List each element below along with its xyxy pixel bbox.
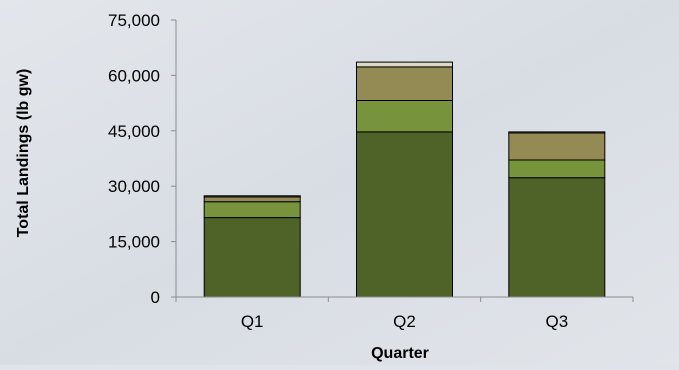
bar-segment-q2-2 [356, 100, 453, 133]
bar-segment-q1-3 [203, 196, 301, 203]
x-axis-title: Quarter [371, 345, 429, 362]
bar-segment-q3-2 [508, 159, 606, 179]
bar-segment-q3-1 [508, 177, 606, 298]
y-tick-label: 30,000 [108, 177, 160, 196]
x-tick-label-q3: Q3 [545, 312, 568, 331]
bar-segment-q2-3 [356, 66, 453, 101]
x-tick-label-q1: Q1 [241, 312, 264, 331]
x-tick-label-q2: Q2 [393, 312, 416, 331]
bar-segment-q2-4 [356, 61, 453, 68]
y-tick-label: 15,000 [108, 233, 160, 252]
y-tick-label: 60,000 [108, 66, 160, 85]
bar-segment-q3-3 [508, 132, 606, 161]
bar-segment-q1-1 [203, 217, 301, 298]
y-axis-title: Total Landings (lb gw) [15, 69, 32, 238]
bar-segment-q1-4 [203, 195, 301, 198]
y-tick-label: 45,000 [108, 122, 160, 141]
y-tick-label: 75,000 [108, 11, 160, 30]
bar-segment-q3-4 [508, 131, 606, 134]
y-tick-label: 0 [151, 288, 160, 307]
bar-segment-q2-1 [356, 131, 453, 298]
bar-segment-q1-2 [203, 201, 301, 219]
